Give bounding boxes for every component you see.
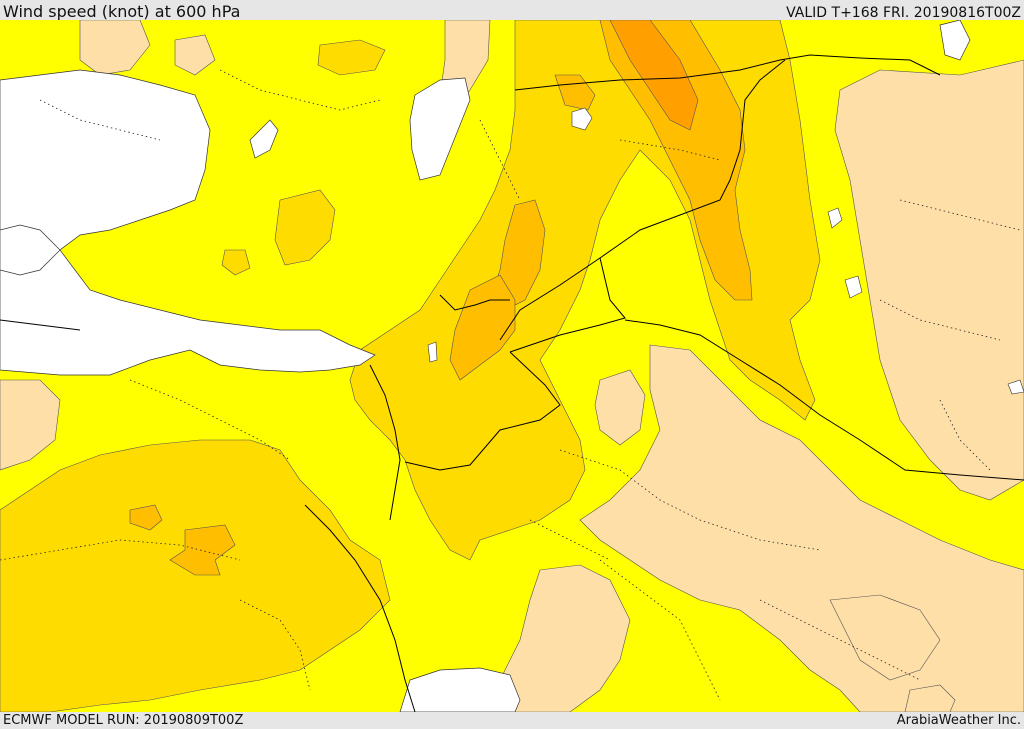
credit-text: ArabiaWeather Inc. — [896, 713, 1021, 728]
valid-time: VALID T+168 FRI. 20190816T00Z — [786, 5, 1021, 21]
map-title: Wind speed (knot) at 600 hPa — [3, 2, 241, 21]
strong-wind-areas — [129, 19, 753, 576]
province-boundaries — [0, 69, 1021, 701]
wind-map — [0, 19, 1024, 713]
sea-areas — [0, 19, 971, 713]
header-bar: Wind speed (knot) at 600 hPa VALID T+168… — [0, 0, 1024, 21]
model-run: ECMWF MODEL RUN: 20190809T00Z — [3, 713, 244, 728]
country-borders — [0, 54, 1024, 713]
strongest-wind-areas — [609, 19, 699, 131]
footer-bar: ECMWF MODEL RUN: 20190809T00Z ArabiaWeat… — [0, 712, 1024, 729]
lake-outlines — [427, 107, 1024, 395]
